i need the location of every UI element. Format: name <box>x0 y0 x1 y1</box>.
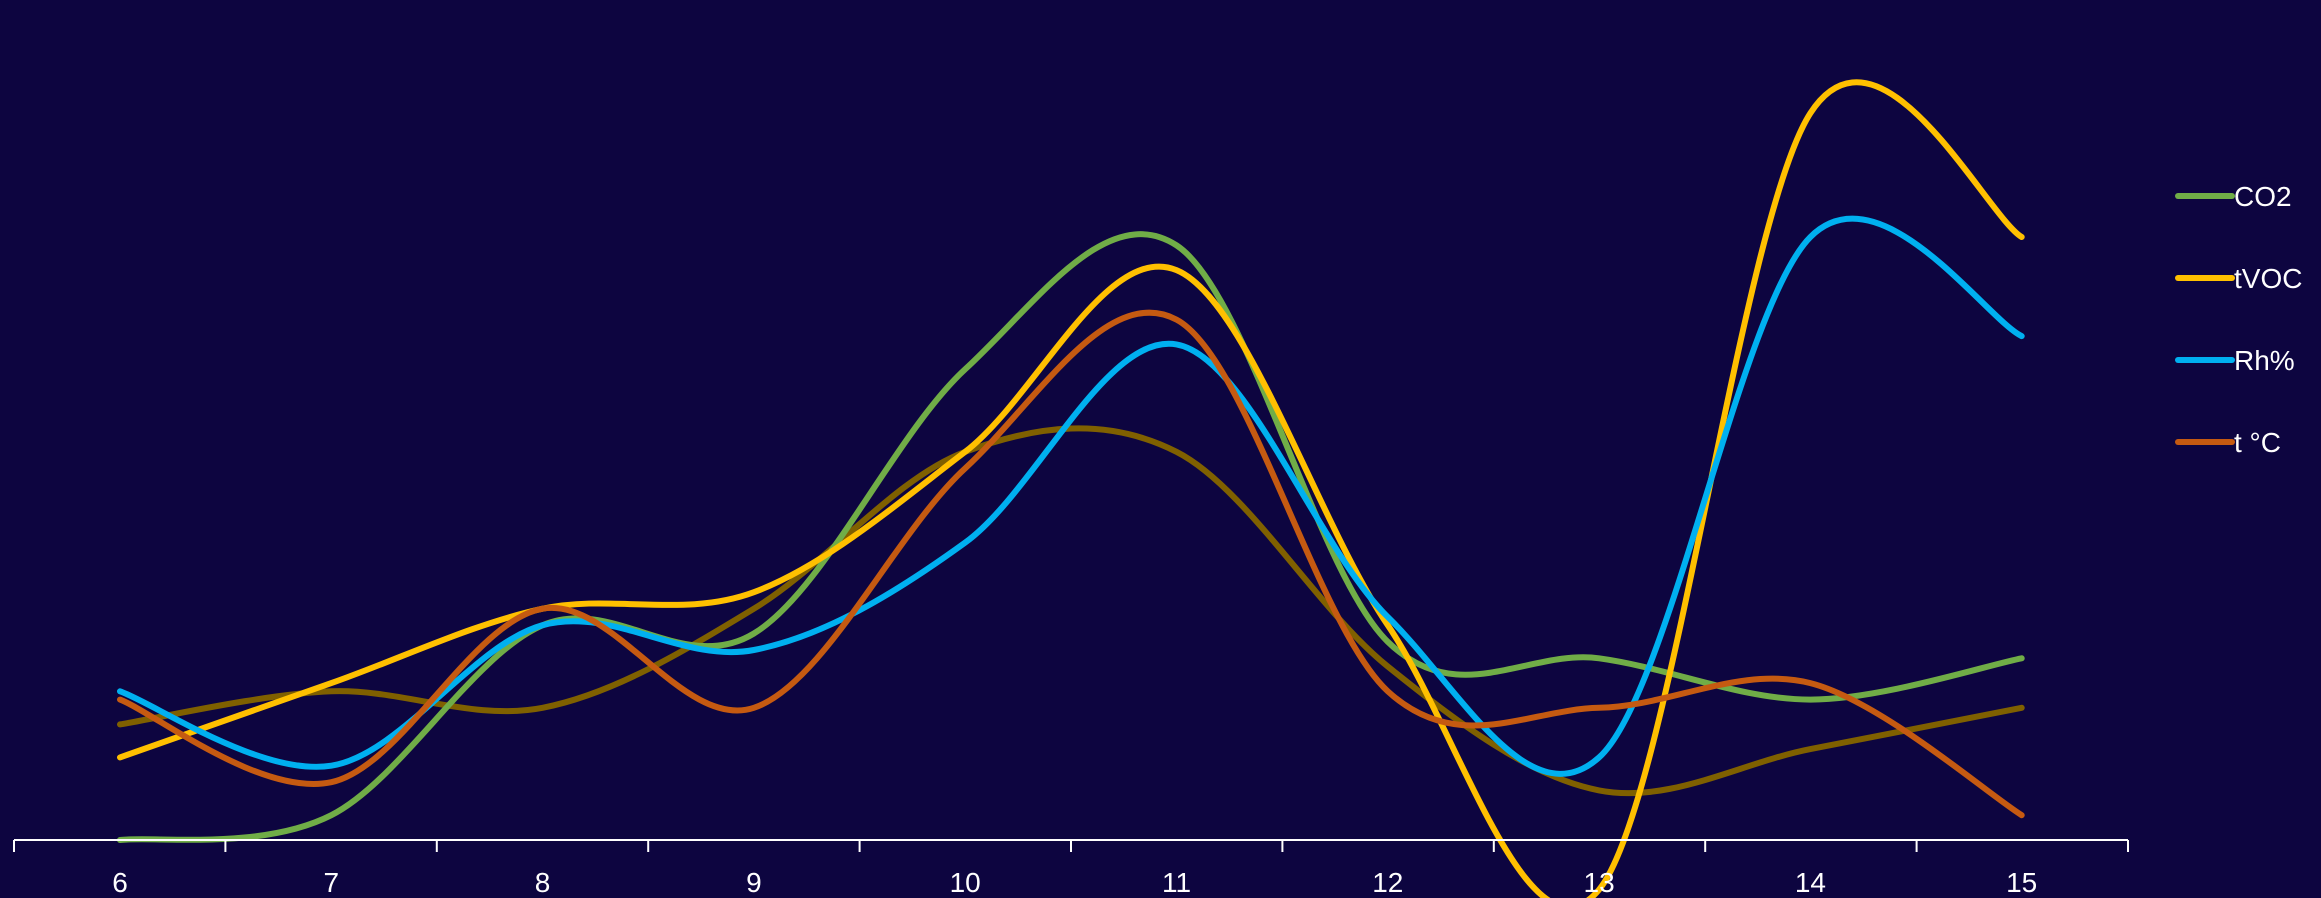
x-tick-label: 11 <box>1162 867 1191 898</box>
legend-item: CO2 <box>2175 181 2292 212</box>
x-tick-label: 12 <box>1372 867 1403 898</box>
series-line-unlabeled <box>117 425 2025 797</box>
legend-label: Rh% <box>2234 345 2295 376</box>
x-tick-label: 10 <box>950 867 981 898</box>
legend-label: CO2 <box>2234 181 2292 212</box>
x-tick-label: 13 <box>1584 867 1615 898</box>
x-tick-label: 9 <box>746 867 762 898</box>
legend-label: t °C <box>2234 427 2281 458</box>
legend: CO2 tVOC Rh% t °C <box>2175 181 2302 458</box>
x-tick-label: 7 <box>324 867 340 898</box>
legend-item: tVOC <box>2175 263 2302 294</box>
series-line-co2 <box>117 231 2025 843</box>
x-tick-label: 14 <box>1795 867 1826 898</box>
legend-label: tVOC <box>2234 263 2302 294</box>
legend-item: Rh% <box>2175 345 2295 376</box>
x-tick-label: 15 <box>2006 867 2037 898</box>
series-line-t-c <box>117 309 2025 819</box>
x-tick-label: 8 <box>535 867 551 898</box>
series-lines <box>117 79 2025 898</box>
series-line-rh <box>117 215 2025 777</box>
x-tick-label: 6 <box>112 867 128 898</box>
x-axis: 6 7 8 9 10 11 12 13 14 15 <box>13 839 2129 898</box>
legend-item: t °C <box>2175 427 2281 458</box>
